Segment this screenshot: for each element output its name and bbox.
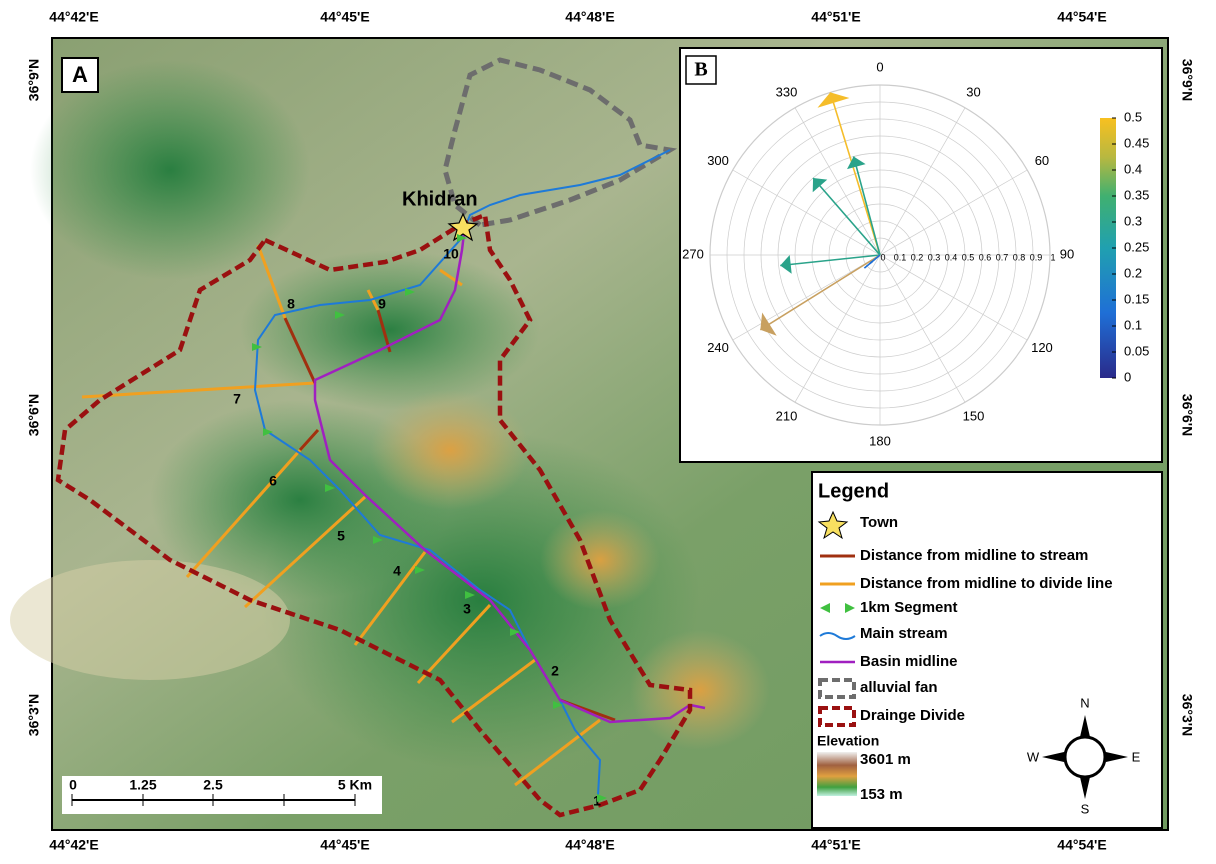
legend-entry: Basin midline — [860, 653, 958, 670]
colorbar-tick-label: 0.15 — [1124, 291, 1149, 306]
legend-entry: Distance from midline to stream — [860, 547, 1088, 564]
segment-number: 10 — [443, 246, 459, 262]
colorbar-tick-label: 0.4 — [1124, 161, 1142, 176]
compass-e: E — [1132, 749, 1141, 764]
longitude-label: 44°54'E — [1057, 837, 1106, 853]
colorbar-tick-label: 0.45 — [1124, 135, 1149, 150]
legend-entry: Drainge Divide — [860, 707, 965, 724]
radial-tick-label: 0 — [880, 252, 885, 262]
legend-entry: Main stream — [860, 625, 948, 642]
latitude-label: 36°6'N — [26, 394, 42, 436]
elevation-min: 153 m — [860, 786, 903, 803]
segment-number: 6 — [269, 473, 277, 489]
angle-tick-label: 120 — [1031, 340, 1053, 355]
longitude-label: 44°51'E — [811, 9, 860, 25]
angle-tick-label: 180 — [869, 433, 891, 448]
segment-number: 2 — [551, 663, 559, 679]
radial-tick-label: 0.6 — [979, 252, 992, 262]
radial-tick-label: 0.4 — [945, 252, 958, 262]
scale-label: 2.5 — [203, 777, 223, 793]
longitude-label: 44°45'E — [320, 9, 369, 25]
radial-tick-label: 0.3 — [928, 252, 941, 262]
angle-tick-label: 240 — [707, 340, 729, 355]
colorbar-tick-label: 0.3 — [1124, 213, 1142, 228]
elevation-max: 3601 m — [860, 751, 911, 768]
longitude-label: 44°48'E — [565, 837, 614, 853]
longitude-label: 44°42'E — [49, 837, 98, 853]
angle-tick-label: 150 — [963, 408, 985, 423]
segment-number: 7 — [233, 391, 241, 407]
radial-tick-label: 0.7 — [996, 252, 1009, 262]
radial-tick-label: 0.9 — [1030, 252, 1043, 262]
scale-label: 5 Km — [338, 777, 372, 793]
longitude-label: 44°54'E — [1057, 9, 1106, 25]
segment-number: 9 — [378, 296, 386, 312]
colorbar-tick-label: 0.5 — [1124, 109, 1142, 124]
figure: Khidran 1 2 3 4 5 6 7 8 9 10 A 0 1.25 2.5 5 Km Le… — [0, 0, 1216, 859]
latitude-label: 36°3'N — [1179, 694, 1195, 736]
radial-tick-label: 1 — [1050, 252, 1055, 262]
latitude-label: 36°3'N — [26, 694, 42, 736]
scale-label: 0 — [69, 777, 77, 793]
legend-title: Legend — [818, 480, 889, 502]
colorbar-tick-label: 0.35 — [1124, 187, 1149, 202]
radial-tick-label: 0.1 — [894, 252, 907, 262]
colorbar-tick-label: 0.25 — [1124, 239, 1149, 254]
compass-s: S — [1081, 801, 1090, 816]
angle-tick-label: 90 — [1060, 246, 1074, 261]
angle-tick-label: 30 — [966, 84, 980, 99]
segment-number: 8 — [287, 296, 295, 312]
latitude-label: 36°9'N — [26, 59, 42, 101]
legend-entry: alluvial fan — [860, 679, 938, 696]
colorbar-tick-label: 0.1 — [1124, 317, 1142, 332]
compass-w: W — [1027, 749, 1040, 764]
angle-tick-label: 0 — [876, 59, 883, 74]
legend-entry: 1km Segment — [860, 599, 958, 616]
elevation-title: Elevation — [817, 733, 879, 749]
segment-number: 3 — [463, 601, 471, 617]
scale-bar: 0 1.25 2.5 5 Km — [62, 776, 382, 814]
angle-tick-label: 210 — [776, 408, 798, 423]
town-label: Khidran — [402, 188, 478, 210]
panel-label: A — [72, 62, 88, 87]
legend: Legend Town Distance from midline to stre… — [812, 472, 1162, 828]
longitude-label: 44°48'E — [565, 9, 614, 25]
longitude-label: 44°51'E — [811, 837, 860, 853]
radial-tick-label: 0.8 — [1013, 252, 1026, 262]
segment-number: 5 — [337, 528, 345, 544]
legend-entry: Town — [860, 514, 898, 531]
legend-entry: Distance from midline to divide line — [860, 575, 1113, 592]
scale-label: 1.25 — [129, 777, 156, 793]
inset-label: B — [694, 59, 707, 81]
latitude-label: 36°9'N — [1179, 59, 1195, 101]
latitude-label: 36°6'N — [1179, 394, 1195, 436]
colorbar-tick-label: 0.05 — [1124, 343, 1149, 358]
angle-tick-label: 330 — [776, 84, 798, 99]
longitude-label: 44°45'E — [320, 837, 369, 853]
compass-n: N — [1080, 695, 1089, 710]
segment-number: 4 — [393, 563, 401, 579]
angle-tick-label: 300 — [707, 153, 729, 168]
colorbar-tick-label: 0 — [1124, 369, 1131, 384]
longitude-label: 44°42'E — [49, 9, 98, 25]
angle-tick-label: 60 — [1035, 153, 1049, 168]
radial-tick-label: 0.5 — [962, 252, 975, 262]
colorbar-tick-label: 0.2 — [1124, 265, 1142, 280]
angle-tick-label: 270 — [682, 246, 704, 261]
radial-tick-label: 0.2 — [911, 252, 924, 262]
